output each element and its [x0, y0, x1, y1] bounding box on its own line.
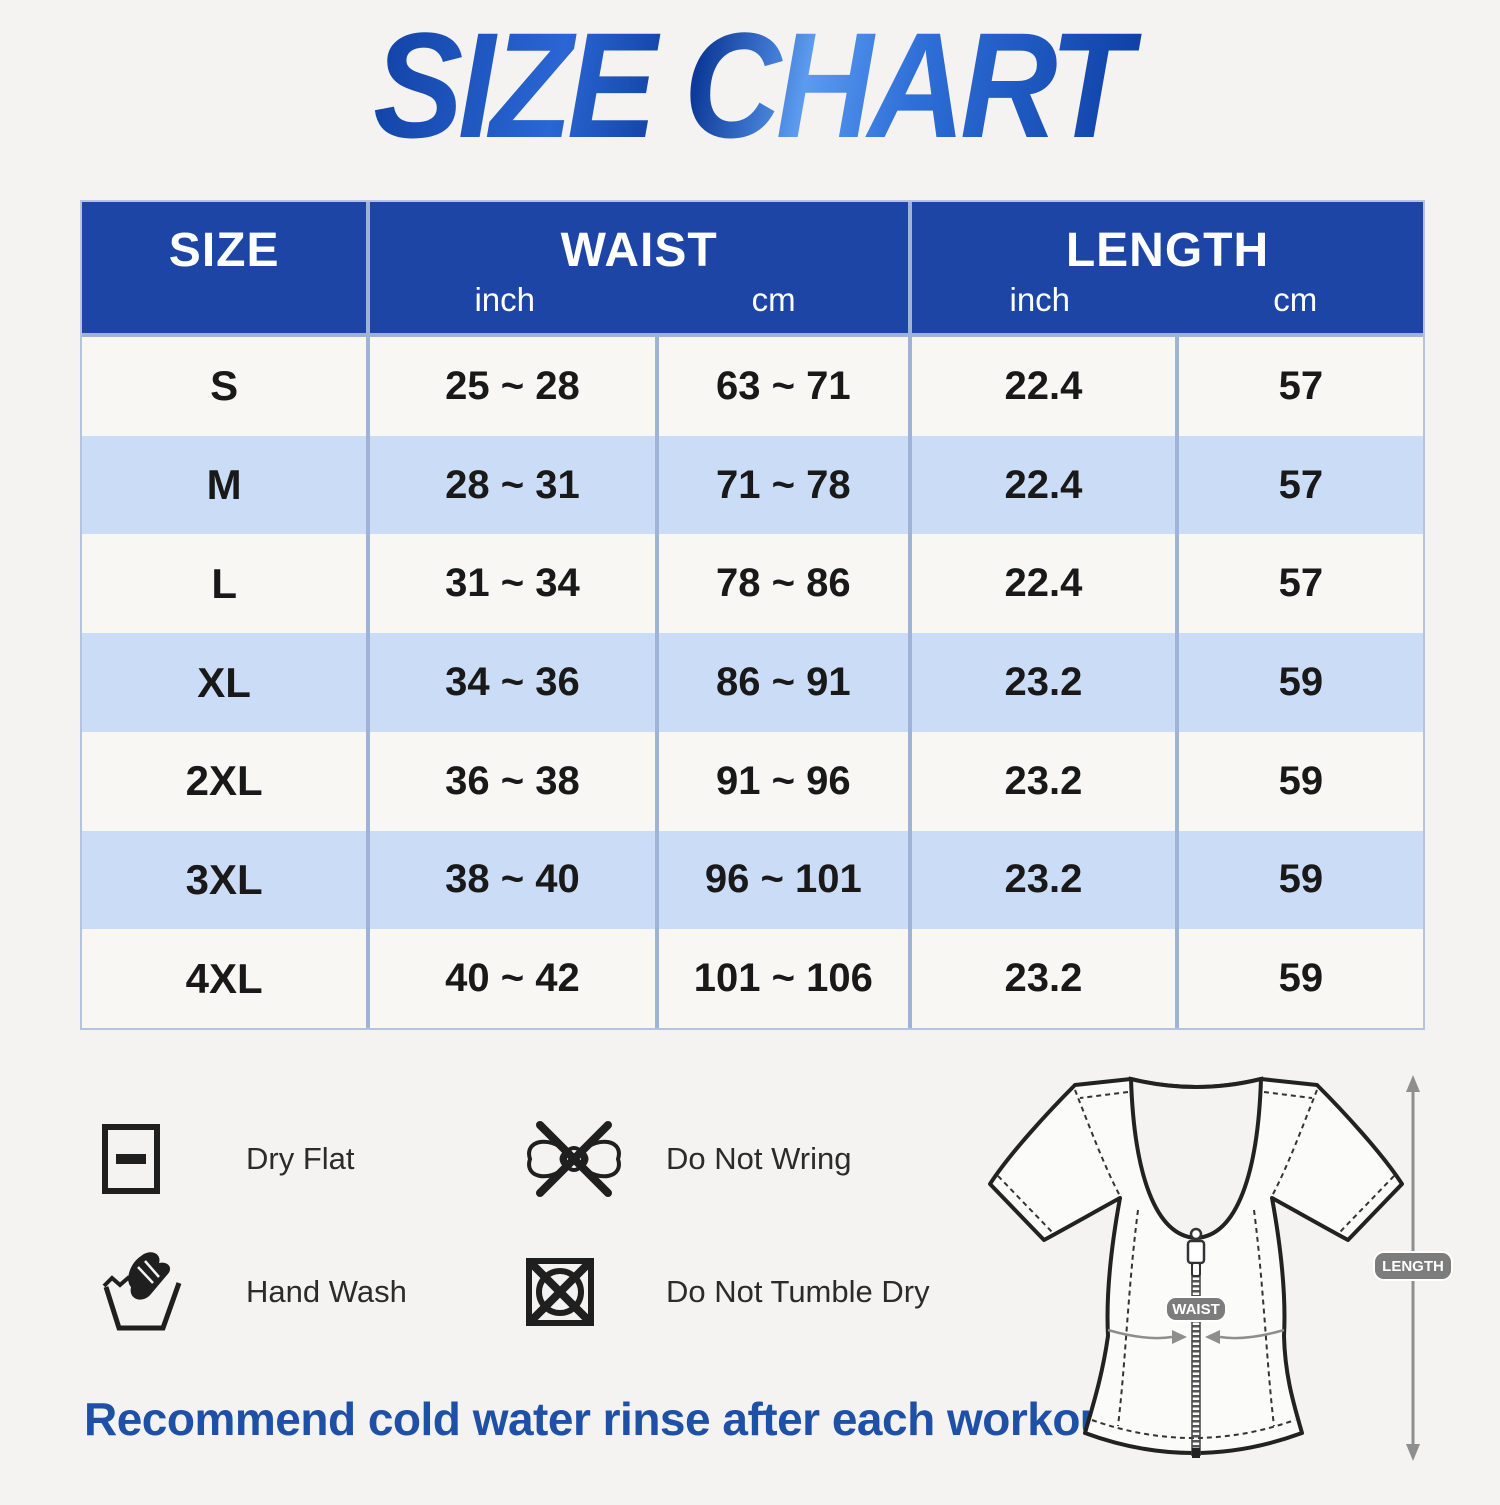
cell-length-inch: 23.2 — [908, 731, 1175, 831]
waist-unit-inch: inch — [474, 280, 535, 318]
table-row: 2XL 36 ~ 38 91 ~ 96 23.2 59 — [82, 731, 1423, 831]
care-label: Hand Wash — [246, 1273, 407, 1309]
cell-size: 3XL — [185, 855, 263, 903]
care-item-hand-wash: Hand Wash — [88, 1225, 508, 1358]
cell-size: 4XL — [185, 954, 263, 1002]
cell-size: S — [210, 362, 239, 410]
care-note: Recommend cold water rinse after each wo… — [84, 1393, 1135, 1445]
waist-badge: WAIST — [1165, 1296, 1227, 1322]
cell-waist-inch: 25 ~ 28 — [366, 337, 654, 436]
cell-length-cm: 59 — [1174, 633, 1423, 732]
seam-lines — [997, 1089, 1395, 1439]
column-header-waist: WAIST inch cm — [366, 202, 908, 333]
table-body: S 25 ~ 28 63 ~ 71 22.4 57 M 28 ~ 31 71 ~… — [82, 337, 1423, 1029]
cell-length-inch: 23.2 — [908, 929, 1175, 1029]
do-not-tumble-dry-icon — [508, 1252, 666, 1332]
cell-waist-cm: 96 ~ 101 — [654, 830, 908, 930]
cell-length-inch: 23.2 — [908, 830, 1175, 930]
table-row: 3XL 38 ~ 40 96 ~ 101 23.2 59 — [82, 830, 1423, 930]
column-header-length: LENGTH inch cm — [908, 202, 1423, 333]
waist-header-label: WAIST — [560, 223, 718, 277]
neckline — [1128, 1076, 1264, 1241]
length-badge-label: LENGTH — [1382, 1258, 1444, 1275]
care-item-dry-flat: Dry Flat — [88, 1092, 508, 1225]
table-row: L 31 ~ 34 78 ~ 86 22.4 57 — [82, 534, 1423, 634]
dry-flat-icon — [88, 1122, 246, 1196]
size-chart-table: SIZE WAIST inch cm LENGTH inch cm S 25 ~… — [80, 200, 1425, 1030]
cell-waist-cm: 63 ~ 71 — [654, 337, 908, 436]
cell-size: 2XL — [185, 757, 263, 805]
care-item-do-not-wring: Do Not Wring — [508, 1092, 988, 1225]
cell-length-inch: 22.4 — [908, 534, 1175, 634]
cell-size: XL — [197, 658, 251, 706]
cell-length-cm: 59 — [1174, 929, 1423, 1029]
table-row: XL 34 ~ 36 86 ~ 91 23.2 59 — [82, 633, 1423, 732]
page-title: SIZE CHART — [75, 10, 1425, 160]
cell-length-cm: 57 — [1174, 534, 1423, 634]
cell-size: L — [211, 559, 237, 607]
care-label: Dry Flat — [246, 1140, 355, 1176]
care-label: Do Not Wring — [666, 1140, 852, 1176]
cell-size: M — [206, 461, 242, 509]
cell-length-inch: 23.2 — [908, 633, 1175, 732]
garment-diagram: WAIST LENGTH — [970, 1048, 1500, 1500]
cell-waist-cm: 86 ~ 91 — [654, 633, 908, 732]
length-badge: LENGTH — [1373, 1251, 1453, 1281]
cell-waist-inch: 38 ~ 40 — [366, 830, 654, 930]
cell-length-cm: 57 — [1174, 435, 1423, 535]
cell-waist-inch: 36 ~ 38 — [366, 731, 654, 831]
length-unit-cm: cm — [1273, 280, 1318, 318]
hand-wash-icon — [88, 1250, 246, 1334]
care-instructions: Dry Flat Do Not Wring Hand Wash — [88, 1092, 988, 1358]
cell-length-cm: 59 — [1174, 731, 1423, 831]
table-row: S 25 ~ 28 63 ~ 71 22.4 57 — [82, 337, 1423, 436]
cell-waist-cm: 101 ~ 106 — [654, 929, 908, 1029]
waist-badge-label: WAIST — [1172, 1301, 1220, 1318]
waist-arrows — [1107, 1328, 1285, 1344]
care-label: Do Not Tumble Dry — [666, 1273, 930, 1309]
cell-waist-cm: 78 ~ 86 — [654, 534, 908, 634]
length-unit-inch: inch — [1009, 280, 1071, 318]
cell-waist-inch: 31 ~ 34 — [366, 534, 654, 634]
do-not-wring-icon — [508, 1119, 666, 1199]
column-header-size: SIZE — [168, 224, 280, 277]
cell-length-cm: 59 — [1174, 830, 1423, 930]
cell-length-cm: 57 — [1174, 337, 1423, 436]
waist-unit-cm: cm — [751, 280, 796, 318]
length-header-label: LENGTH — [1065, 223, 1270, 277]
table-header: SIZE WAIST inch cm LENGTH inch cm — [82, 202, 1423, 337]
cell-waist-inch: 40 ~ 42 — [366, 929, 654, 1029]
cell-waist-cm: 91 ~ 96 — [654, 731, 908, 831]
zipper-icon — [1186, 1227, 1206, 1458]
cell-length-inch: 22.4 — [908, 337, 1175, 436]
cell-waist-inch: 28 ~ 31 — [366, 435, 654, 535]
table-row: 4XL 40 ~ 42 101 ~ 106 23.2 59 — [82, 929, 1423, 1029]
cell-waist-inch: 34 ~ 36 — [366, 633, 654, 732]
cell-waist-cm: 71 ~ 78 — [654, 435, 908, 535]
table-row: M 28 ~ 31 71 ~ 78 22.4 57 — [82, 435, 1423, 535]
cell-length-inch: 22.4 — [908, 435, 1175, 535]
care-item-do-not-tumble-dry: Do Not Tumble Dry — [508, 1225, 988, 1358]
